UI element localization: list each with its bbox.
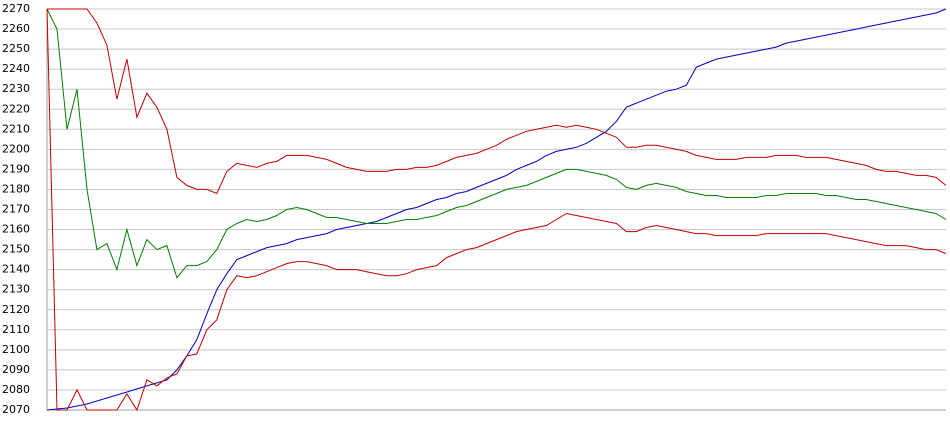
y-tick-label: 2200: [2, 142, 30, 155]
y-tick-label: 2230: [2, 82, 30, 95]
y-tick-label: 2110: [2, 323, 30, 336]
y-tick-label: 2130: [2, 283, 30, 296]
y-tick-label: 2140: [2, 263, 30, 276]
y-tick-label: 2080: [2, 383, 30, 396]
y-tick-label: 2170: [2, 203, 30, 216]
y-tick-label: 2090: [2, 363, 30, 376]
y-tick-label: 2150: [2, 243, 30, 256]
y-tick-label: 2190: [2, 162, 30, 175]
series-line: [46, 8, 947, 279]
y-tick-label: 2220: [2, 102, 30, 115]
y-tick-label: 2100: [2, 343, 30, 356]
y-tick-label: 2260: [2, 22, 30, 35]
y-tick-label: 2160: [2, 223, 30, 236]
y-tick-label: 2120: [2, 303, 30, 316]
y-tick-label: 2070: [2, 403, 30, 416]
y-tick-label: 2240: [2, 62, 30, 75]
y-tick-label: 2250: [2, 42, 30, 55]
y-tick-label: 2270: [2, 2, 30, 15]
series-line: [47, 8, 947, 195]
series-line: [46, 8, 947, 411]
y-tick-label: 2210: [2, 122, 30, 135]
series-line: [46, 8, 947, 412]
y-tick-label: 2180: [2, 182, 30, 195]
